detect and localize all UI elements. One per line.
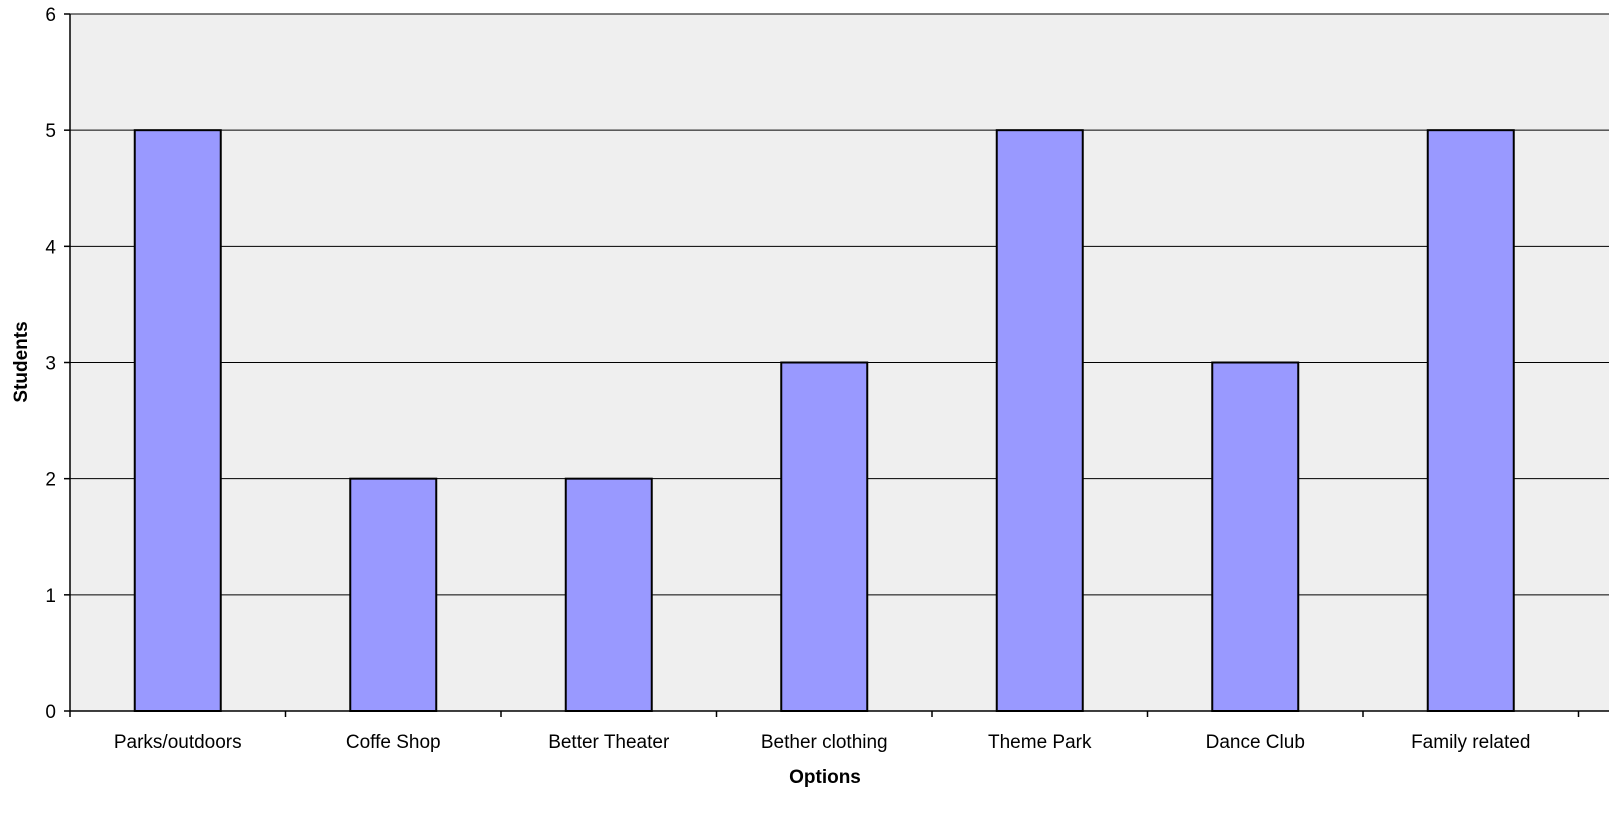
y-tick-label: 0 — [45, 702, 56, 723]
x-tick-label: Theme Park — [988, 732, 1092, 753]
y-ticks: 0 1 2 3 4 5 6 — [45, 5, 70, 723]
bar — [1428, 130, 1514, 711]
bar — [135, 130, 221, 711]
bar — [1212, 363, 1298, 712]
bar — [997, 130, 1083, 711]
bar — [781, 363, 867, 712]
x-tick-label: Family related — [1411, 732, 1530, 753]
x-axis-title: Options — [789, 767, 861, 788]
x-tick-label: Coffe Shop — [346, 732, 441, 753]
y-tick-label: 5 — [45, 121, 56, 142]
y-tick-label: 1 — [45, 586, 56, 607]
bar — [350, 479, 436, 711]
x-tick-label: Parks/outdoors — [114, 732, 242, 753]
y-tick-label: 2 — [45, 470, 56, 491]
y-tick-label: 4 — [45, 237, 56, 258]
x-tick-label: Bether clothing — [761, 732, 888, 753]
y-tick-label: 3 — [45, 354, 56, 375]
x-tick-label: Better Theater — [548, 732, 670, 753]
y-tick-label: 6 — [45, 5, 56, 26]
x-ticks: Parks/outdoors Coffe Shop Better Theater Be… — [70, 711, 1579, 753]
x-tick-label: Dance Club — [1206, 732, 1305, 753]
y-axis-title: Students — [11, 321, 32, 402]
bar — [566, 479, 652, 711]
